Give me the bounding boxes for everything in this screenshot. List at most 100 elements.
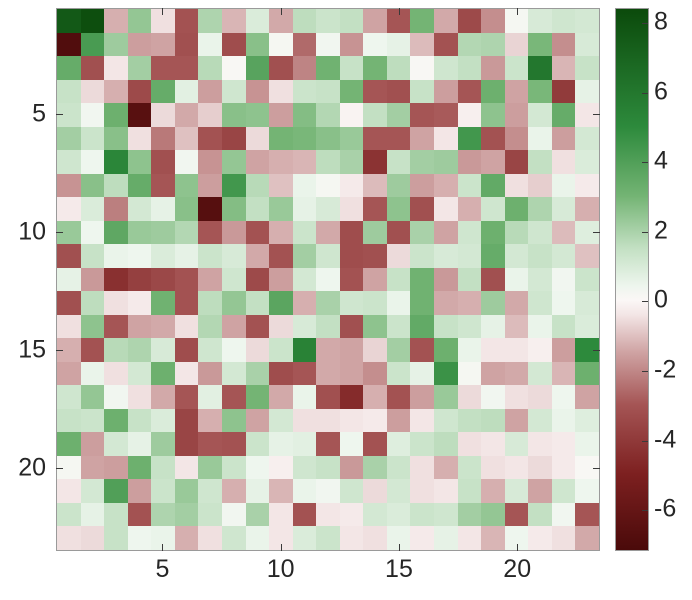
heatmap-cell: [174, 361, 199, 386]
heatmap-cell: [245, 291, 270, 315]
heatmap-cell: [198, 9, 222, 33]
heatmap-cell: [457, 361, 482, 386]
heatmap-cell: [316, 408, 340, 433]
heatmap-cell: [339, 220, 364, 245]
heatmap-cell: [198, 267, 222, 292]
x-tick-mark: [398, 8, 400, 15]
colorbar-tick-label: -4: [654, 425, 677, 454]
heatmap-cell: [57, 32, 81, 57]
heatmap-cell: [457, 197, 482, 221]
colorbar-tick-label: 4: [654, 146, 668, 175]
heatmap-cell: [316, 338, 340, 362]
heatmap-cell: [434, 432, 458, 456]
heatmap-cell: [221, 9, 246, 33]
heatmap-cell: [386, 526, 411, 550]
heatmap-cell: [80, 197, 105, 221]
heatmap-cell: [316, 150, 340, 174]
heatmap-cell: [80, 79, 105, 104]
heatmap-cell: [504, 338, 529, 362]
heatmap-cell: [104, 432, 128, 456]
heatmap-cell: [551, 56, 576, 80]
heatmap-cell: [575, 526, 599, 550]
heatmap-cell: [127, 32, 152, 57]
heatmap-cell: [339, 291, 364, 315]
colorbar-tick-label: -6: [654, 494, 677, 523]
heatmap-cell: [269, 267, 293, 292]
heatmap-cell: [57, 432, 81, 456]
heatmap-cell: [434, 150, 458, 174]
heatmap-cell: [551, 479, 576, 503]
heatmap-cell: [551, 502, 576, 527]
heatmap-cell: [386, 197, 411, 221]
heatmap-cell: [104, 197, 128, 221]
heatmap-cell: [504, 56, 529, 80]
heatmap-cell: [174, 220, 199, 245]
heatmap-cell: [410, 220, 435, 245]
heatmap-cell: [339, 126, 364, 151]
heatmap-cell: [127, 220, 152, 245]
heatmap-cell: [481, 385, 505, 409]
heatmap-cell: [151, 502, 175, 527]
heatmap-cell: [575, 479, 599, 503]
heatmap-cell: [245, 9, 270, 33]
colorbar-tick-mark: [642, 92, 648, 94]
heatmap-cell: [245, 79, 270, 104]
heatmap-cell: [410, 244, 435, 268]
heatmap-cell: [575, 220, 599, 245]
heatmap-cell: [386, 479, 411, 503]
colorbar-tick-label: 0: [654, 285, 668, 314]
heatmap-cell: [410, 103, 435, 127]
heatmap-cell: [363, 244, 387, 268]
heatmap-cell: [269, 126, 293, 151]
heatmap-cell: [57, 244, 81, 268]
heatmap-cell: [80, 267, 105, 292]
heatmap-cell: [57, 126, 81, 151]
heatmap-cell: [504, 267, 529, 292]
heatmap-cell: [575, 338, 599, 362]
heatmap-cell: [292, 432, 317, 456]
heatmap-cell: [292, 455, 317, 480]
heatmap-cell: [339, 432, 364, 456]
heatmap-cell: [316, 9, 340, 33]
heatmap-cell: [104, 32, 128, 57]
heatmap-cell: [434, 173, 458, 198]
heatmap-cell: [410, 314, 435, 339]
heatmap-cell: [292, 173, 317, 198]
heatmap-cell: [575, 244, 599, 268]
y-tick-label: 20: [18, 453, 46, 482]
heatmap-cell: [316, 267, 340, 292]
heatmap-cell: [386, 267, 411, 292]
heatmap-cell: [245, 502, 270, 527]
heatmap-cell: [528, 150, 552, 174]
heatmap-cell: [245, 126, 270, 151]
heatmap-cell: [104, 408, 128, 433]
heatmap-cell: [434, 32, 458, 57]
heatmap-cell: [363, 197, 387, 221]
heatmap-cell: [504, 361, 529, 386]
heatmap-cell: [80, 173, 105, 198]
heatmap-cell: [80, 56, 105, 80]
heatmap-cell: [434, 502, 458, 527]
heatmap-cell: [269, 314, 293, 339]
heatmap-cell: [221, 455, 246, 480]
heatmap-cell: [481, 361, 505, 386]
heatmap-cell: [245, 432, 270, 456]
heatmap-cell: [127, 103, 152, 127]
heatmap-cell: [151, 408, 175, 433]
heatmap-cell: [457, 79, 482, 104]
colorbar-tick-mark: [642, 22, 648, 24]
x-tick-label: 15: [385, 555, 413, 583]
heatmap-cell: [504, 502, 529, 527]
heatmap-cell: [504, 385, 529, 409]
heatmap-cell: [363, 32, 387, 57]
heatmap-cell: [363, 9, 387, 33]
heatmap-cell: [410, 361, 435, 386]
heatmap-cell: [316, 526, 340, 550]
colorbar[interactable]: [615, 8, 649, 551]
heatmap-cell: [221, 220, 246, 245]
heatmap-cell: [386, 9, 411, 33]
heatmap-plot-area[interactable]: [56, 8, 600, 551]
heatmap-cell: [57, 502, 81, 527]
heatmap-cell: [127, 244, 152, 268]
heatmap-cell: [57, 197, 81, 221]
